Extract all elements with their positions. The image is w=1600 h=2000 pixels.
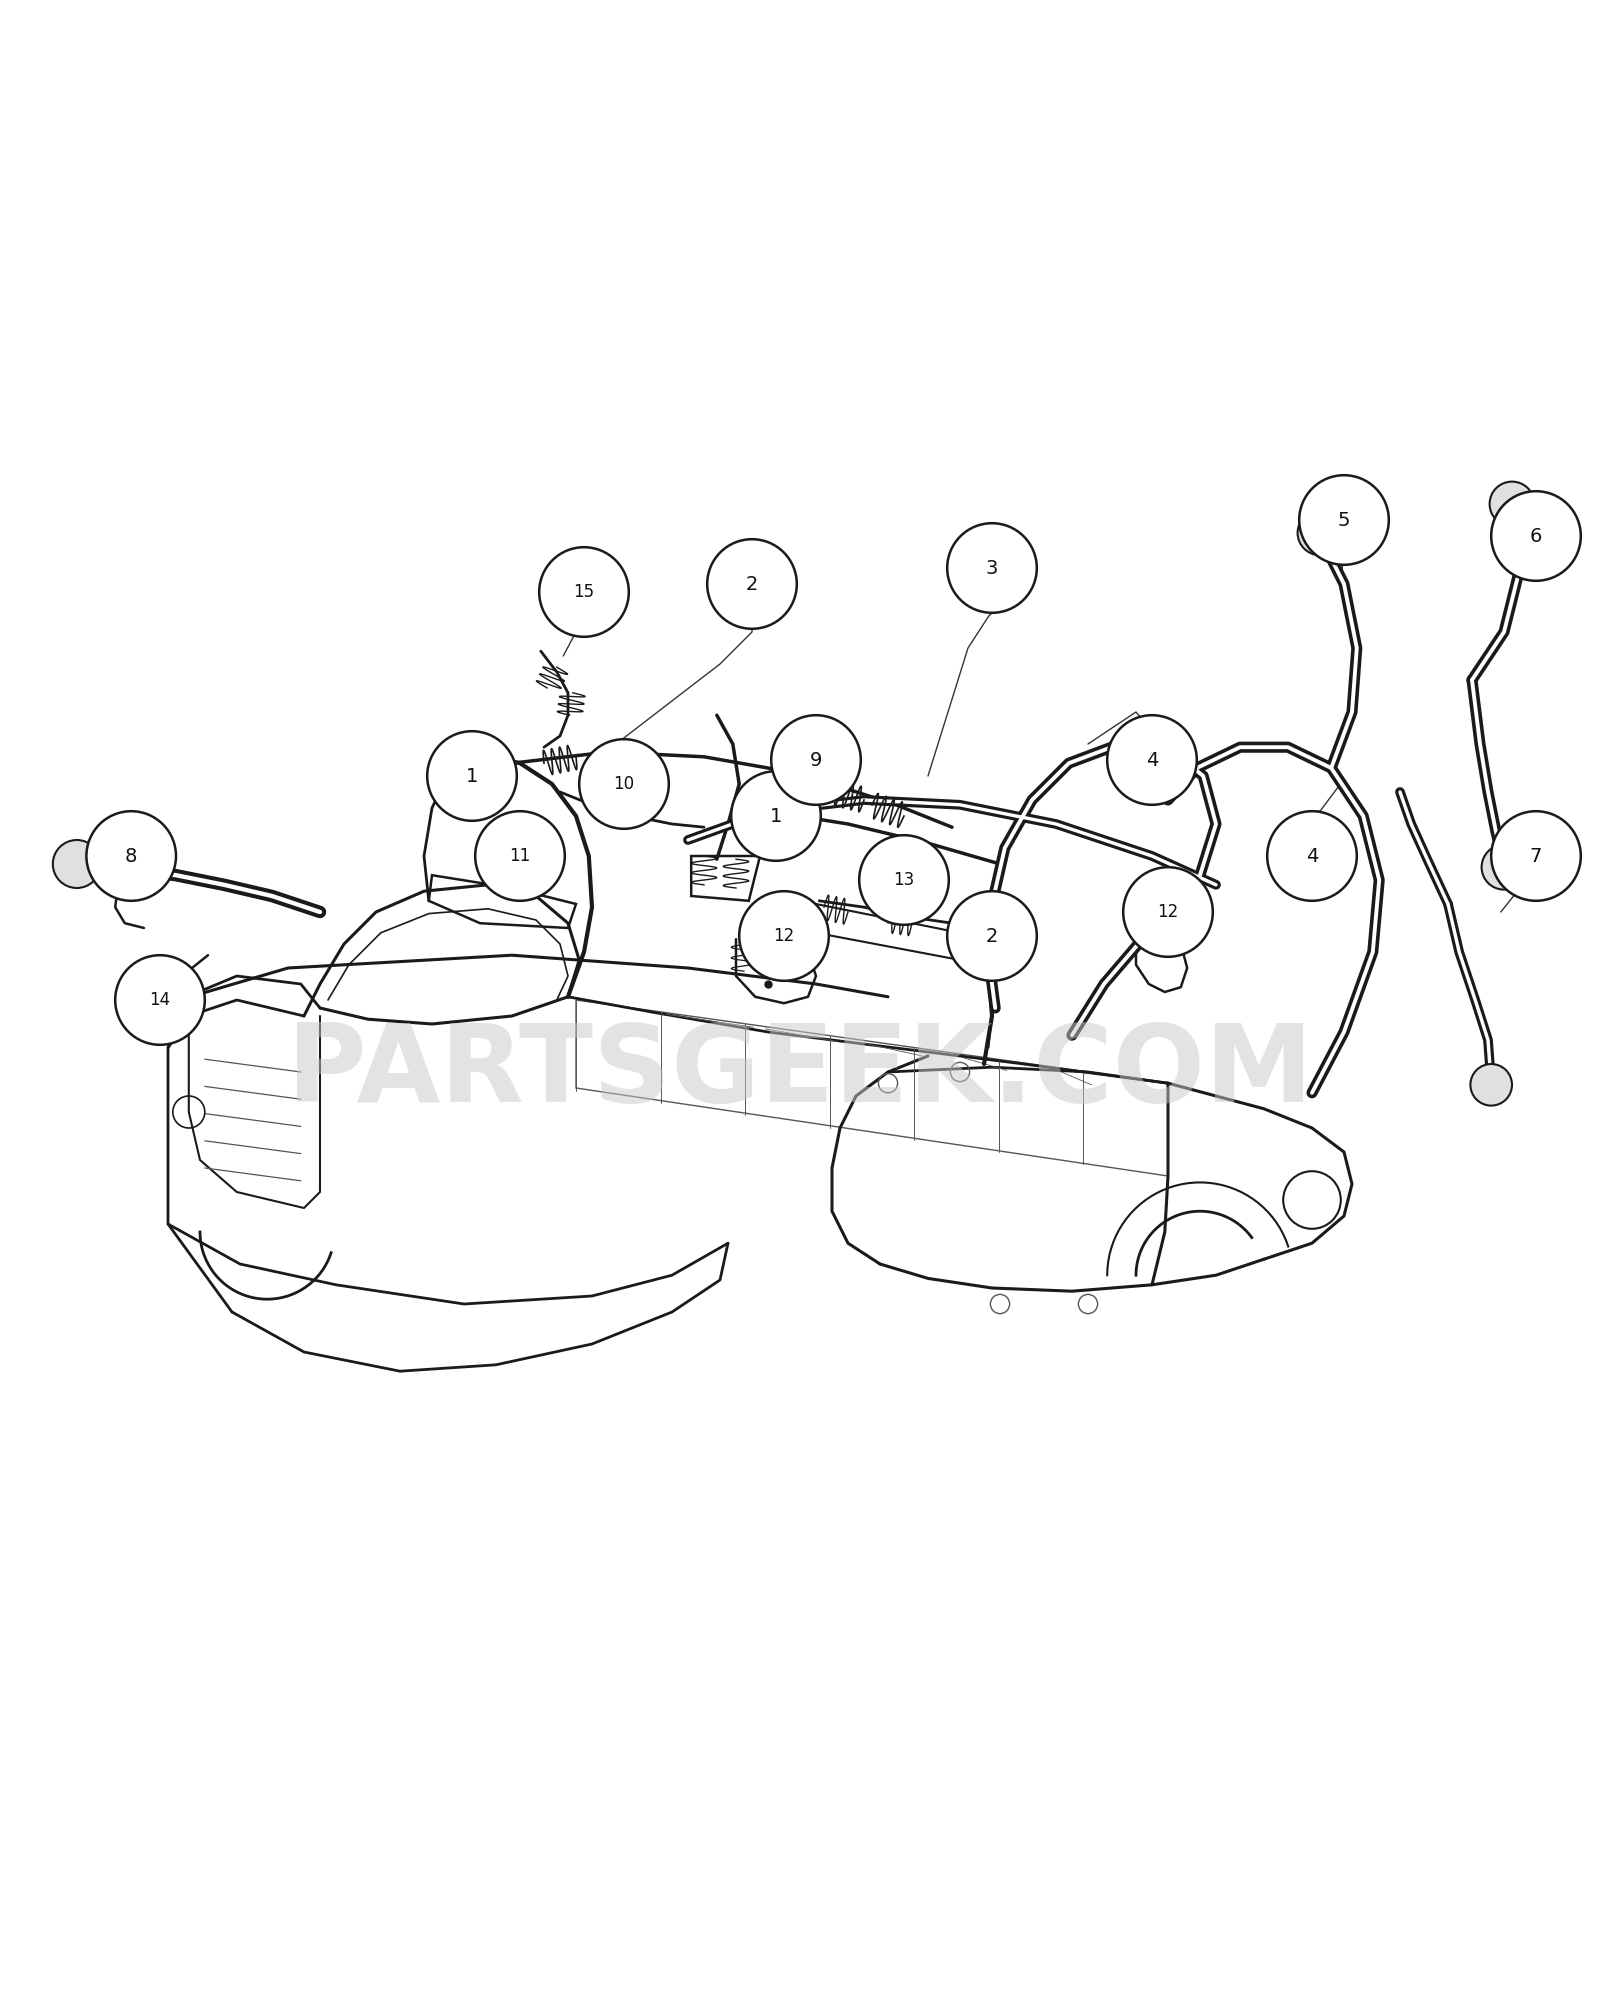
Text: 12: 12 — [773, 928, 795, 946]
Circle shape — [1491, 812, 1581, 900]
Circle shape — [731, 772, 821, 860]
Circle shape — [1299, 476, 1389, 564]
Text: 1: 1 — [770, 806, 782, 826]
Text: 3: 3 — [986, 558, 998, 578]
Text: 6: 6 — [1530, 526, 1542, 546]
Text: 5: 5 — [1338, 510, 1350, 530]
Circle shape — [1298, 510, 1342, 556]
Circle shape — [771, 716, 861, 804]
Text: PARTSGEEK.COM: PARTSGEEK.COM — [286, 1020, 1314, 1124]
Circle shape — [539, 548, 629, 636]
Circle shape — [739, 892, 829, 980]
Text: 9: 9 — [810, 750, 822, 770]
Circle shape — [579, 740, 669, 828]
Text: 2: 2 — [746, 574, 758, 594]
Text: 2: 2 — [986, 926, 998, 946]
Text: 13: 13 — [893, 872, 915, 890]
Circle shape — [1123, 868, 1213, 956]
Text: 8: 8 — [125, 846, 138, 866]
Text: 15: 15 — [573, 584, 595, 600]
Circle shape — [115, 956, 205, 1044]
Text: 11: 11 — [509, 848, 531, 864]
Circle shape — [947, 524, 1037, 612]
Circle shape — [1482, 844, 1526, 890]
Circle shape — [86, 812, 176, 900]
Text: 1: 1 — [466, 766, 478, 786]
Circle shape — [53, 840, 101, 888]
Text: 12: 12 — [1157, 904, 1179, 920]
Circle shape — [1107, 716, 1197, 804]
Circle shape — [1470, 1064, 1512, 1106]
Circle shape — [475, 812, 565, 900]
Circle shape — [1267, 812, 1357, 900]
Circle shape — [1490, 482, 1534, 526]
Text: 7: 7 — [1530, 846, 1542, 866]
Text: 10: 10 — [613, 774, 635, 792]
Circle shape — [947, 892, 1037, 980]
Text: 4: 4 — [1146, 750, 1158, 770]
Text: 14: 14 — [149, 990, 171, 1008]
Circle shape — [859, 836, 949, 924]
Circle shape — [707, 540, 797, 628]
Text: 4: 4 — [1306, 846, 1318, 866]
Circle shape — [427, 732, 517, 820]
Circle shape — [1491, 492, 1581, 580]
